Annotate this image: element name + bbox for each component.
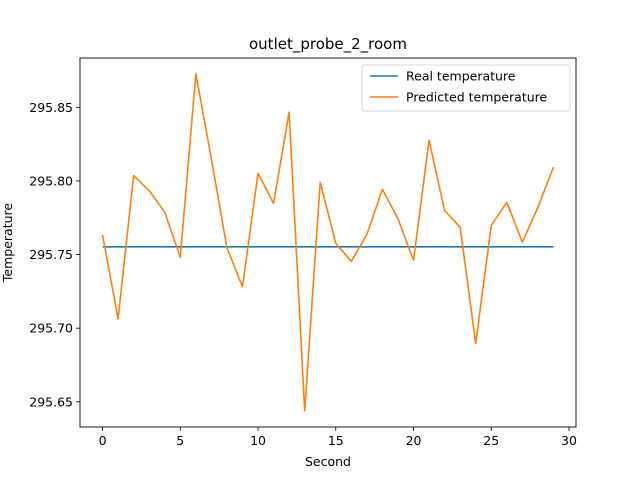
x-tick-label: 20 <box>406 433 422 448</box>
y-tick-label: 295.80 <box>29 173 73 188</box>
series-line-predicted-temperature <box>101 72 555 412</box>
x-tick-label: 5 <box>176 433 184 448</box>
legend-box <box>361 64 571 112</box>
x-tick-label: 10 <box>250 433 266 448</box>
x-axis: 0 5 10 15 20 25 30 <box>99 427 577 448</box>
y-axis: 295.65 295.70 295.75 295.80 295.85 <box>29 100 80 409</box>
y-tick-label: 295.65 <box>29 394 73 409</box>
x-tick-label: 30 <box>561 433 577 448</box>
plot-area-frame <box>79 57 577 428</box>
x-tick-label: 25 <box>483 433 499 448</box>
y-tick-label: 295.70 <box>29 321 73 336</box>
y-axis-label: Temperature <box>0 203 15 283</box>
x-tick-label: 15 <box>328 433 344 448</box>
x-tick-label: 0 <box>99 433 107 448</box>
y-tick-label: 295.75 <box>29 247 73 262</box>
series-layer <box>101 72 555 412</box>
chart-title: outlet_probe_2_room <box>249 35 407 54</box>
legend: Real temperature Predicted temperature <box>361 64 571 112</box>
x-axis-label: Second <box>305 454 351 469</box>
y-tick-label: 295.85 <box>29 100 73 115</box>
legend-label-real-temperature: Real temperature <box>406 69 516 84</box>
legend-label-predicted-temperature: Predicted temperature <box>406 90 548 105</box>
